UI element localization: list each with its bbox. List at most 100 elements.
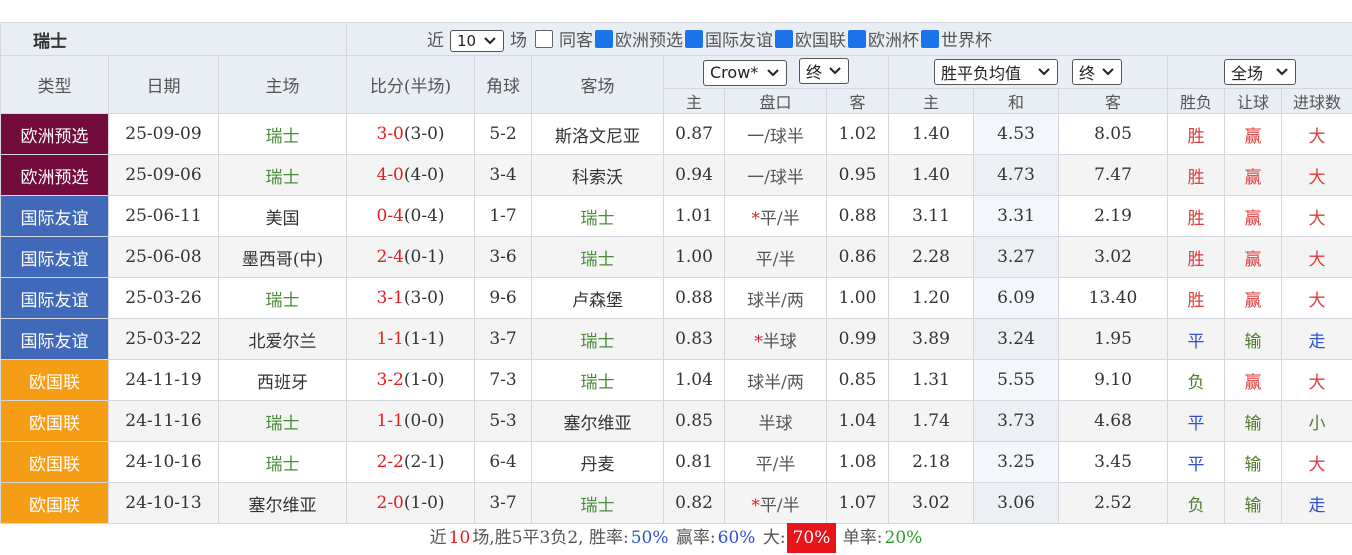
avg-draw: 4.53 <box>973 113 1060 155</box>
odds-away: 1.07 <box>826 482 890 524</box>
avg-home: 1.74 <box>888 400 975 442</box>
summary-part: 70% <box>786 523 837 553</box>
checkbox[interactable] <box>848 30 867 48</box>
hc-result: 赢 <box>1224 113 1283 155</box>
hc-result: 输 <box>1224 400 1283 442</box>
chevron <box>829 67 841 75</box>
away-team: 斯洛文尼亚 <box>531 113 665 155</box>
odds-away: 1.00 <box>826 277 890 319</box>
summary-part: 单率: <box>837 528 883 548</box>
corners: 3-4 <box>474 154 533 196</box>
checkbox[interactable] <box>685 30 704 48</box>
dropdown-value: 胜平负均值 <box>941 64 1022 83</box>
handicap: *半球 <box>724 318 828 360</box>
corners: 3-6 <box>474 236 533 278</box>
match-row: 欧国联 24-11-16 瑞士 1-1(0-0) 5-3 塞尔维亚 0.85 半球 1.04 1.… <box>0 400 1352 442</box>
dropdown[interactable]: 胜平负均值 <box>934 59 1058 85</box>
handicap-line: 球半/两 <box>747 290 804 311</box>
handicap: 一/球半 <box>724 113 828 155</box>
full-score: 1-1 <box>376 329 404 349</box>
half-score: (4-0) <box>403 165 445 185</box>
hc-result: 赢 <box>1224 236 1283 278</box>
handicap-mark: * <box>754 331 763 352</box>
odds-away: 0.86 <box>826 236 890 278</box>
away-team: 科索沃 <box>531 154 665 196</box>
result: 胜 <box>1167 154 1226 196</box>
checkbox[interactable] <box>595 30 614 48</box>
match-type: 欧国联 <box>0 441 109 483</box>
filter-label: 世界杯 <box>941 31 993 51</box>
handicap: 半球 <box>724 400 828 442</box>
avg-away: 7.47 <box>1058 154 1169 196</box>
sub-header: 盘口 <box>724 88 828 114</box>
corners: 3-7 <box>474 318 533 360</box>
summary-part: 近 <box>429 528 447 548</box>
result: 胜 <box>1167 277 1226 319</box>
avg-home: 2.18 <box>888 441 975 483</box>
summary-part: 60% <box>717 528 756 548</box>
avg-draw: 3.73 <box>973 400 1060 442</box>
match-type: 国际友谊 <box>0 236 109 278</box>
avg-draw: 3.06 <box>973 482 1060 524</box>
corners: 1-7 <box>474 195 533 237</box>
odds-home: 0.87 <box>663 113 726 155</box>
checkbox[interactable] <box>775 30 794 48</box>
column-header: 客场 <box>531 55 665 114</box>
select-cell: 胜平负均值 终 <box>888 55 1169 89</box>
dropdown[interactable]: 终 <box>1072 59 1123 85</box>
handicap-line: 平/半 <box>759 495 800 516</box>
column-header: 日期 <box>108 55 219 114</box>
home-team: 北爱尔兰 <box>217 318 348 360</box>
odds-home: 0.94 <box>663 154 726 196</box>
summary-part: 场,胜5平3负2, 胜率: <box>472 528 629 548</box>
match-row: 欧国联 24-10-13 塞尔维亚 2-0(1-0) 3-7 瑞士 0.82 *平/半 1.07… <box>0 482 1352 524</box>
goals: 大 <box>1281 113 1352 155</box>
handicap: 球半/两 <box>724 359 828 401</box>
summary-part: 50% <box>630 528 669 548</box>
checkbox[interactable] <box>535 30 554 48</box>
dropdown[interactable]: 全场 <box>1224 59 1297 85</box>
dropdown[interactable]: 终 <box>799 58 850 85</box>
home-team: 瑞士 <box>217 441 348 483</box>
corners: 3-7 <box>474 482 533 524</box>
sub-header-row: 主盘口客主和客胜负 让球 进球数 <box>1 88 1352 114</box>
chevron <box>767 69 779 77</box>
handicap-line: 球半/两 <box>747 372 804 393</box>
filter-label: 欧国联 <box>795 31 847 51</box>
full-score: 0-4 <box>376 206 404 226</box>
avg-home: 1.40 <box>888 154 975 196</box>
full-score: 3-0 <box>376 124 404 144</box>
avg-away: 2.19 <box>1058 195 1169 237</box>
full-score: 3-1 <box>376 288 404 308</box>
corners: 7-3 <box>474 359 533 401</box>
handicap-mark: * <box>751 495 760 516</box>
result: 胜 <box>1167 113 1226 155</box>
hc-result: 输 <box>1224 441 1283 483</box>
sub-header: 让球 <box>1224 88 1283 114</box>
hc-result: 赢 <box>1224 154 1283 196</box>
hc-result: 赢 <box>1224 195 1283 237</box>
filter-cell: 近 10 场 同客 欧洲预选 国际友谊 欧国联 欧洲杯 世界杯 <box>346 22 1352 56</box>
match-row: 欧国联 24-10-16 瑞士 2-2(2-1) 6-4 丹麦 0.81 平/半 1.08 2.1… <box>0 441 1352 483</box>
checkbox[interactable] <box>921 30 940 48</box>
result: 平 <box>1167 441 1226 483</box>
column-header: 比分(半场) <box>346 55 476 114</box>
sub-header: 进球数 <box>1281 88 1352 114</box>
odds-home: 0.83 <box>663 318 726 360</box>
handicap: 球半/两 <box>724 277 828 319</box>
dropdown[interactable]: 10 <box>450 30 505 52</box>
score: 0-4(0-4) <box>346 195 476 237</box>
corners: 6-4 <box>474 441 533 483</box>
away-team: 卢森堡 <box>531 277 665 319</box>
dropdown[interactable]: Crow* <box>703 59 787 86</box>
dropdown-value: Crow* <box>710 63 759 83</box>
home-team: 瑞士 <box>217 154 348 196</box>
filter-label: 国际友谊 <box>705 31 774 51</box>
select-cell: 全场 <box>1167 55 1352 89</box>
home-team: 墨西哥(中) <box>217 236 348 278</box>
label: 场 <box>510 31 528 51</box>
odds-home: 0.81 <box>663 441 726 483</box>
odds-home: 1.00 <box>663 236 726 278</box>
home-team: 瑞士 <box>217 277 348 319</box>
